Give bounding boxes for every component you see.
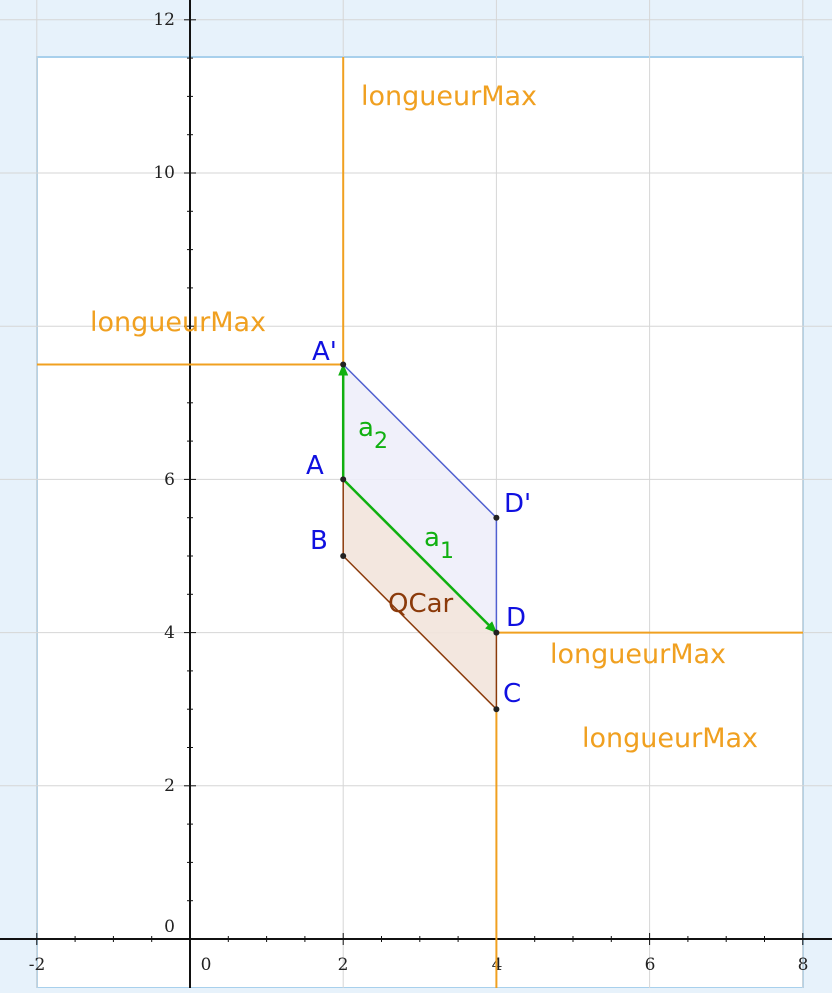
vector-label-a1[interactable]: a1 — [424, 523, 454, 564]
vector-a1[interactable] — [342, 478, 498, 634]
x-tick-label: 0 — [201, 955, 212, 975]
point-label-d-prime[interactable]: D' — [504, 489, 531, 519]
point-b[interactable] — [340, 553, 347, 559]
max-label-bottom-right[interactable]: longueurMax — [582, 723, 758, 754]
max-label-right[interactable]: longueurMax — [550, 639, 726, 670]
point-label-a-prime[interactable]: A' — [312, 337, 337, 367]
vector-label-a2-name: a — [358, 413, 374, 443]
point-a2[interactable] — [340, 361, 347, 368]
max-label-top[interactable]: longueurMax — [361, 81, 537, 112]
point-a[interactable] — [340, 476, 347, 483]
polygon-label-qcar[interactable]: QCar — [388, 589, 454, 619]
x-tick-label: 8 — [798, 955, 809, 975]
point-label-d[interactable]: D — [506, 603, 526, 633]
point-label-a[interactable]: A — [306, 451, 324, 481]
y-tick-label: 2 — [164, 776, 175, 796]
point-d2[interactable] — [493, 514, 500, 521]
vector-label-a2-sub: 2 — [374, 429, 388, 454]
vector-label-a1-sub: 1 — [440, 539, 454, 564]
y-tick-label: 6 — [164, 470, 175, 490]
point-label-c[interactable]: C — [503, 679, 521, 709]
y-tick-label: 12 — [153, 10, 175, 30]
vector-label-a1-name: a — [424, 523, 440, 553]
axis-ticks — [36, 19, 804, 945]
point-d[interactable] — [493, 629, 500, 636]
point-label-b[interactable]: B — [310, 526, 328, 556]
y-tick-label: 4 — [164, 623, 175, 643]
points — [340, 361, 500, 713]
y-tick-label: 0 — [164, 917, 175, 937]
x-tick-label: 2 — [338, 955, 349, 975]
max-label-left[interactable]: longueurMax — [90, 307, 266, 338]
x-tick-label: -2 — [29, 955, 46, 975]
y-tick-label: 10 — [153, 163, 175, 183]
point-c[interactable] — [493, 706, 500, 713]
x-tick-label: 6 — [645, 955, 656, 975]
vector-label-a2[interactable]: a2 — [358, 413, 388, 454]
